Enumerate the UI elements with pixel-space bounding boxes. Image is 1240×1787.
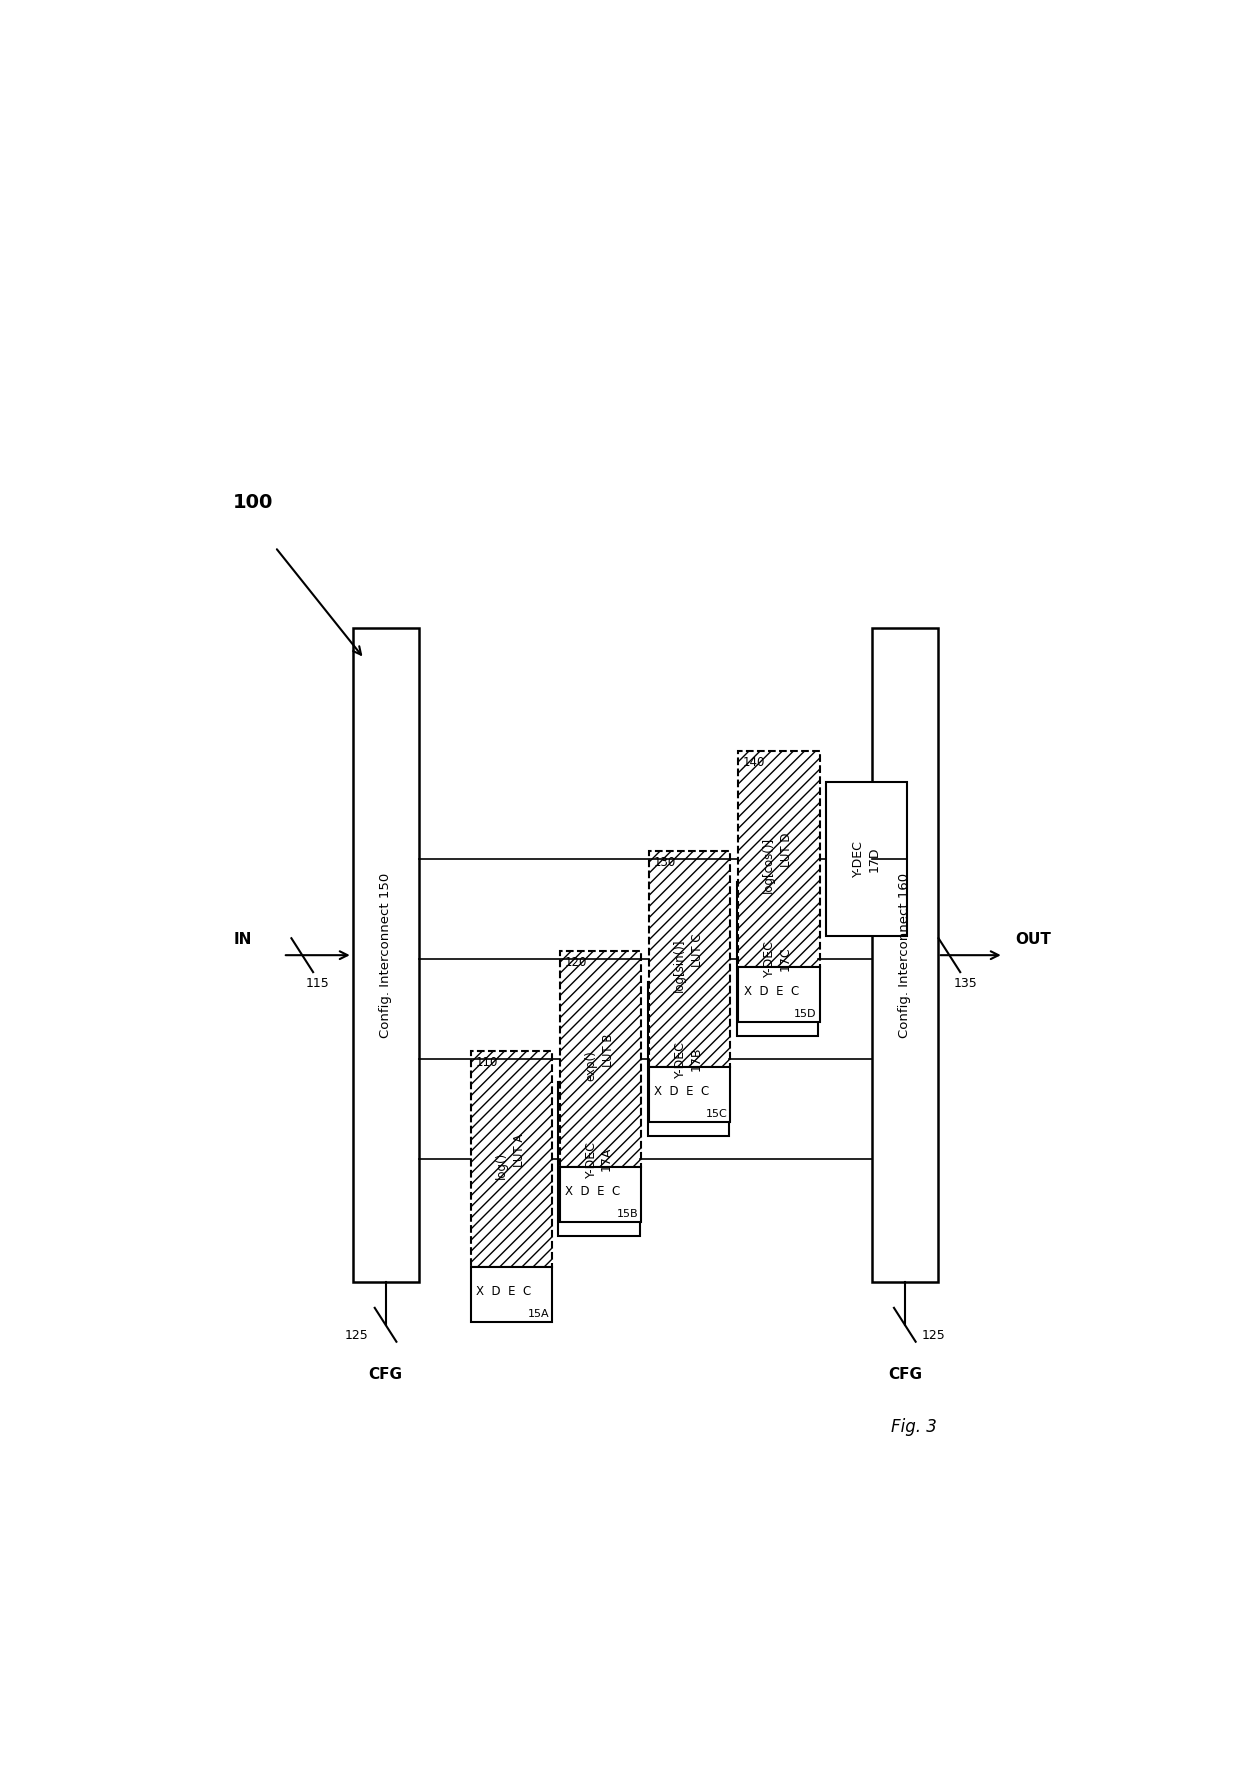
Text: 135: 135	[954, 977, 977, 990]
Text: 125: 125	[921, 1328, 946, 1342]
Text: LUT C: LUT C	[691, 933, 704, 967]
Text: Config. Interconnect 160: Config. Interconnect 160	[898, 872, 911, 1038]
Bar	[558, 1083, 640, 1237]
Bar	[738, 751, 820, 967]
Text: 120: 120	[564, 956, 587, 969]
Text: exp(): exp()	[584, 1051, 596, 1081]
Text: CFG: CFG	[888, 1367, 921, 1381]
Text: OUT: OUT	[1016, 933, 1052, 947]
Text: 100: 100	[233, 493, 273, 513]
Text: CFG: CFG	[368, 1367, 403, 1381]
Text: Y-DEC
17B: Y-DEC 17B	[675, 1040, 702, 1078]
Text: log(): log()	[495, 1153, 508, 1179]
Text: X  D  E  C: X D E C	[565, 1185, 620, 1197]
Text: LUT B: LUT B	[601, 1033, 615, 1067]
Bar	[826, 783, 908, 936]
Text: 130: 130	[653, 856, 676, 868]
Bar	[872, 627, 937, 1283]
Bar	[649, 1067, 730, 1122]
Bar	[560, 1167, 641, 1222]
Text: X  D  E  C: X D E C	[744, 985, 799, 997]
Text: 15C: 15C	[706, 1110, 728, 1119]
Text: 115: 115	[306, 977, 330, 990]
Text: Y-DEC
17A: Y-DEC 17A	[585, 1140, 613, 1178]
Bar	[560, 951, 641, 1167]
Text: LUT A: LUT A	[513, 1133, 526, 1167]
Bar	[352, 627, 419, 1283]
Text: 15D: 15D	[794, 1010, 816, 1019]
Text: log[sin()]: log[sin()]	[673, 938, 686, 992]
Text: Fig. 3: Fig. 3	[892, 1419, 937, 1437]
Text: IN: IN	[233, 933, 252, 947]
Text: X  D  E  C: X D E C	[476, 1285, 532, 1297]
Bar	[738, 967, 820, 1022]
Bar	[471, 1267, 552, 1322]
Bar	[647, 983, 729, 1137]
Text: log[cos()]: log[cos()]	[763, 836, 775, 894]
Bar	[649, 851, 730, 1067]
Text: LUT D: LUT D	[780, 833, 794, 867]
Text: 125: 125	[345, 1328, 368, 1342]
Text: 15A: 15A	[527, 1310, 549, 1319]
Text: Y-DEC
17D: Y-DEC 17D	[852, 840, 880, 877]
Text: X  D  E  C: X D E C	[655, 1085, 709, 1097]
Text: Y-DEC
17C: Y-DEC 17C	[764, 940, 791, 977]
Text: 15B: 15B	[616, 1210, 639, 1219]
Bar	[737, 883, 818, 1036]
Text: Config. Interconnect 150: Config. Interconnect 150	[379, 872, 392, 1038]
Bar	[471, 1051, 552, 1267]
Text: 140: 140	[743, 756, 765, 768]
Text: 110: 110	[475, 1056, 497, 1069]
